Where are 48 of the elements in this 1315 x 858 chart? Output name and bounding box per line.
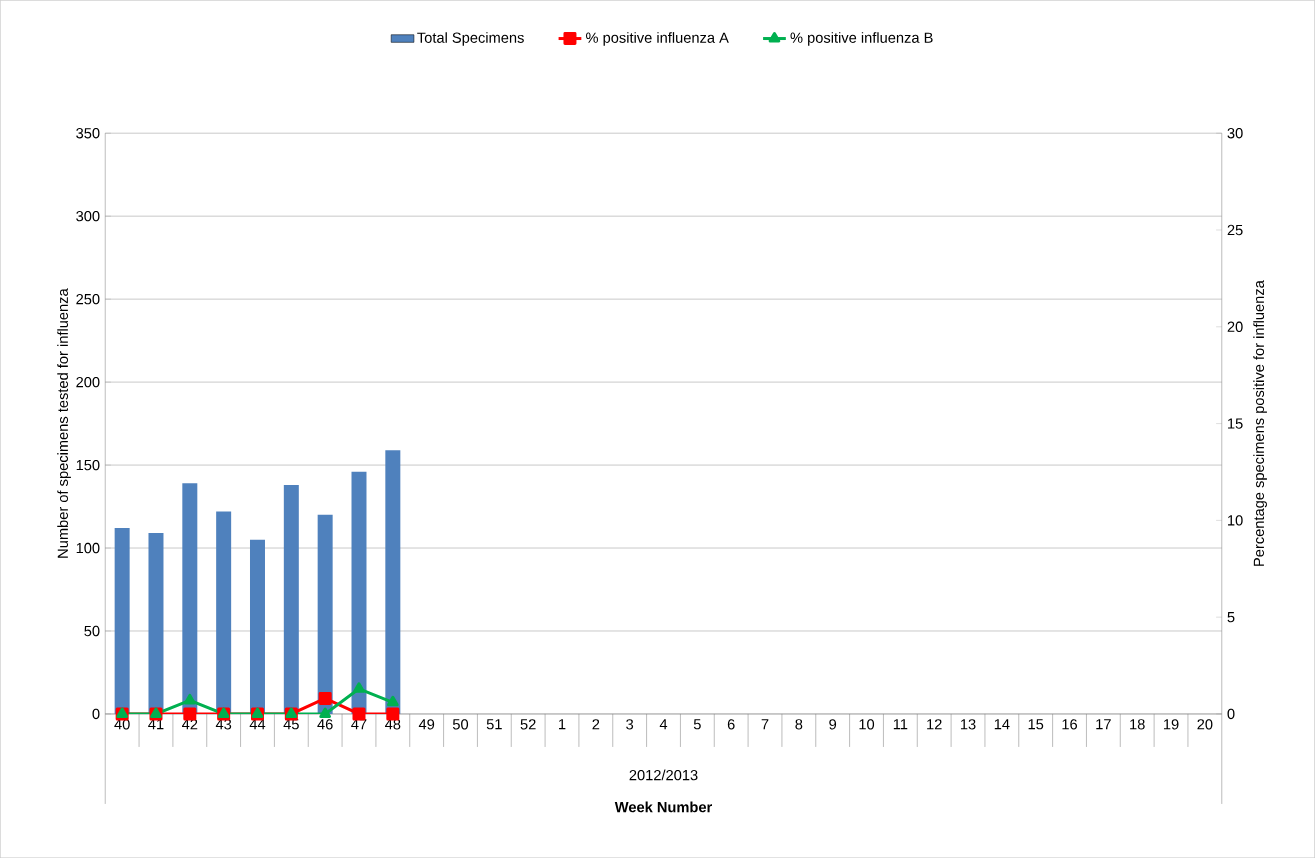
x-tick-label: 13 [960,719,976,730]
legend-label: Total Specimens [417,32,524,46]
y-tick-label: 250 [76,293,100,305]
x-tick-label: 2 [592,719,600,730]
legend-label: % positive influenza A [586,32,729,46]
x-tick-label: 52 [520,719,536,730]
x-tick-label: 1 [559,719,566,730]
x-tick-label: 17 [1096,719,1111,730]
y2-tick-label: 0 [1227,708,1235,720]
x-tick-label: 8 [795,719,803,730]
y2-tick-label: 20 [1227,321,1243,332]
x-tick-label: 7 [761,719,769,730]
y-tick-label: 0 [92,708,100,720]
x-tick-label: 20 [1197,719,1213,730]
x-tick-label: 6 [727,719,735,730]
y2-tick-label: 5 [1227,611,1235,623]
x-tick-label: 44 [249,719,266,730]
y-tick-label: 150 [76,459,100,471]
x-tick-label: 46 [317,719,333,730]
x-tick-label: 50 [452,719,469,730]
x-tick-label: 5 [693,719,701,730]
x-tick-label: 11 [893,719,908,730]
y2-axis-title: Percentage specimens positive for influenza [1253,280,1267,566]
y2-tick-label: 25 [1227,224,1243,236]
x-tick-label: 12 [927,719,942,730]
y-tick-label: 350 [76,127,100,139]
y-axis-title: Number of specimens tested for influenza [57,288,71,558]
y-tick-label: 50 [84,625,100,637]
text: 2012/2013 [629,769,698,781]
y-tick-label: 200 [76,376,100,388]
x-tick-label: 18 [1130,719,1145,730]
y2-tick-label: 15 [1228,418,1243,429]
y2-tick-label: 10 [1228,515,1243,526]
x-tick-label: 19 [1163,719,1179,730]
x-tick-label: 49 [418,719,435,730]
x-tick-label: 14 [994,719,1010,730]
y-tick-label: 100 [76,542,100,554]
x-tick-label: 15 [1028,719,1044,730]
y2-tick-label: 30 [1227,127,1243,139]
x-axis-title: Week Number [614,801,713,813]
x-tick-label: 10 [859,719,875,730]
x-tick-label: 4 [659,719,668,730]
y-tick-label: 300 [76,210,100,222]
x-tick-label: 9 [829,719,837,730]
legend-label: % positive influenza B [790,32,933,46]
x-tick-label: 16 [1062,719,1078,730]
x-tick-label: 51 [486,719,502,730]
x-tick-label: 3 [626,719,634,730]
